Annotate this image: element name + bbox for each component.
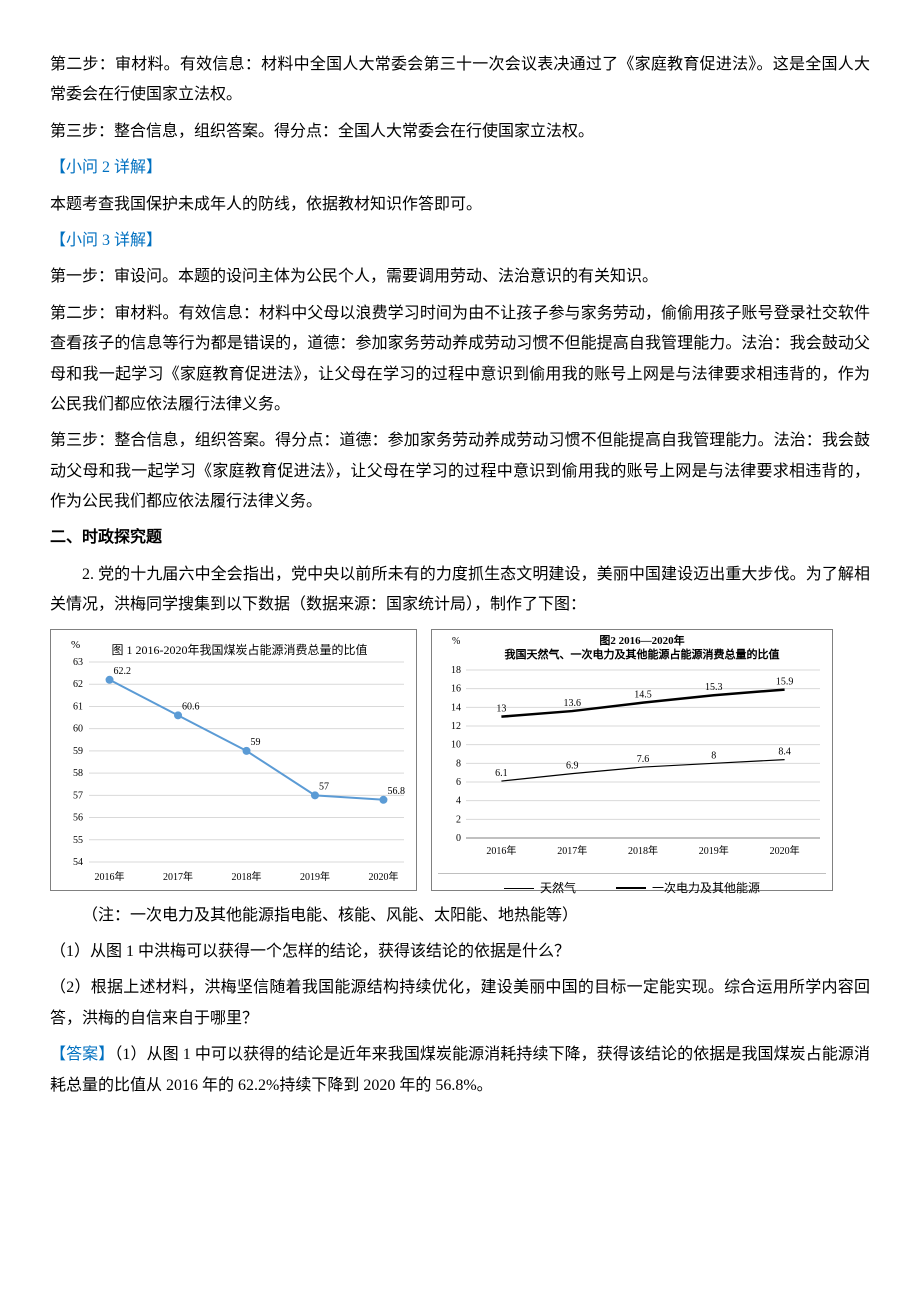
svg-text:60: 60 [73, 723, 83, 734]
charts-container: 54555657585960616263%图 1 2016-2020年我国煤炭占… [50, 629, 870, 891]
chart-1-coal: 54 55 56 57 58 59 60 61 62 63% 图 1 2016-2020年我国煤炭占… [50, 629, 417, 891]
svg-text:图2 2016—2020年: 图2 2016—2020年 [599, 633, 684, 647]
svg-text:56: 56 [73, 812, 83, 823]
svg-text:8: 8 [711, 750, 716, 761]
svg-text:16: 16 [451, 683, 461, 694]
svg-text:56.8: 56.8 [387, 785, 405, 796]
question-2-2: （2）根据上述材料，洪梅坚信随着我国能源结构持续优化，建设美丽中国的目标一定能实… [50, 973, 870, 1034]
svg-text:2019年: 2019年 [300, 870, 330, 883]
svg-text:62: 62 [73, 679, 83, 690]
svg-text:我国天然气、一次电力及其他能源占能源消费总量的比值: 我国天然气、一次电力及其他能源占能源消费总量的比值 [505, 647, 780, 661]
svg-text:%: % [71, 639, 80, 651]
section-2-title: 二、时政探究题 [50, 523, 870, 553]
svg-text:2: 2 [456, 814, 461, 825]
svg-text:18: 18 [451, 665, 461, 676]
paragraph-sub2-body: 本题考查我国保护未成年人的防线，依据教材知识作答即可。 [50, 190, 870, 220]
svg-text:57: 57 [319, 781, 329, 792]
svg-text:58: 58 [73, 768, 83, 779]
svg-text:8.4: 8.4 [778, 746, 791, 757]
svg-text:14: 14 [451, 702, 461, 713]
svg-text:2018年: 2018年 [628, 844, 658, 857]
chart-2-legend: 天然气 一次电力及其他能源 [438, 873, 826, 900]
question-2-1: （1）从图 1 中洪梅可以获得一个怎样的结论，获得该结论的依据是什么？ [50, 937, 870, 967]
svg-text:59: 59 [251, 737, 261, 748]
svg-text:%: % [452, 636, 460, 647]
paragraph-sub3-step2: 第二步：审材料。有效信息：材料中父母以浪费学习时间为由不让孩子参与家务劳动，偷偷… [50, 299, 870, 421]
svg-text:55: 55 [73, 834, 83, 845]
svg-text:2019年: 2019年 [699, 844, 729, 857]
legend-swatch-gas [504, 888, 534, 889]
legend-item-electric: 一次电力及其他能源 [616, 877, 760, 900]
document-page: 第二步：审材料。有效信息：材料中全国人大常委会第三十一次会议表决通过了《家庭教育… [0, 0, 920, 1147]
chart-note: （注：一次电力及其他能源指电能、核能、风能、太阳能、地热能等） [50, 901, 870, 931]
svg-text:2018年: 2018年 [232, 870, 262, 883]
chart-2-svg: 0 2 4 6 8 10 12 14 16 18% 图2 2016—2020年我国天然气、一次电力及… [432, 630, 832, 862]
svg-text:2020年: 2020年 [368, 870, 398, 883]
paragraph-step2-materials: 第二步：审材料。有效信息：材料中全国人大常委会第三十一次会议表决通过了《家庭教育… [50, 50, 870, 111]
chart-1-svg: 54 55 56 57 58 59 60 61 62 63% 图 1 2016-2020年我国煤炭占… [51, 630, 416, 890]
legend-label-gas: 天然气 [540, 877, 576, 900]
svg-text:2016年: 2016年 [95, 870, 125, 883]
answer-paragraph: 【答案】（1）从图 1 中可以获得的结论是近年来我国煤炭能源消耗持续下降，获得该… [50, 1040, 870, 1101]
svg-text:63: 63 [73, 657, 83, 668]
svg-text:图 1 2016-2020年我国煤炭占能源消费总量的比值: 图 1 2016-2020年我国煤炭占能源消费总量的比值 [112, 642, 368, 657]
svg-text:10: 10 [451, 739, 461, 750]
legend-item-gas: 天然气 [504, 877, 576, 900]
svg-text:2020年: 2020年 [770, 844, 800, 857]
svg-text:6.9: 6.9 [566, 760, 579, 771]
paragraph-sub3-step3: 第三步：整合信息，组织答案。得分点：道德：参加家务劳动养成劳动习惯不但能提高自我… [50, 426, 870, 517]
svg-text:59: 59 [73, 746, 83, 757]
svg-text:2016年: 2016年 [486, 844, 516, 857]
svg-text:2017年: 2017年 [557, 844, 587, 857]
svg-text:61: 61 [73, 701, 83, 712]
legend-swatch-electric [616, 887, 646, 889]
sub-question-2-title: 【小问 2 详解】 [50, 153, 870, 183]
chart-2-gas-electric: 0 2 4 6 8 10 12 14 16 18% 图2 2016—2020年我国天然气、一次电力及… [431, 629, 833, 891]
svg-text:15.3: 15.3 [705, 682, 723, 693]
svg-text:4: 4 [456, 795, 461, 806]
legend-label-electric: 一次电力及其他能源 [652, 877, 760, 900]
svg-text:7.6: 7.6 [637, 754, 650, 765]
svg-text:14.5: 14.5 [634, 689, 652, 700]
question-2-intro: 2. 党的十九届六中全会指出，党中央以前所未有的力度抓生态文明建设，美丽中国建设… [50, 560, 870, 621]
svg-text:60.6: 60.6 [182, 701, 200, 712]
svg-text:54: 54 [73, 857, 83, 868]
svg-text:15.9: 15.9 [776, 676, 794, 687]
svg-text:8: 8 [456, 758, 461, 769]
svg-text:13.6: 13.6 [563, 698, 581, 709]
sub-question-3-title: 【小问 3 详解】 [50, 226, 870, 256]
answer-label: 【答案】 [50, 1046, 114, 1063]
svg-text:62.2: 62.2 [114, 665, 132, 676]
svg-text:0: 0 [456, 833, 461, 844]
svg-text:6: 6 [456, 777, 461, 788]
answer-text: （1）从图 1 中可以获得的结论是近年来我国煤炭能源消耗持续下降，获得该结论的依… [50, 1046, 870, 1093]
paragraph-sub3-step1: 第一步：审设问。本题的设问主体为公民个人，需要调用劳动、法治意识的有关知识。 [50, 262, 870, 292]
svg-text:57: 57 [73, 790, 83, 801]
svg-text:12: 12 [451, 721, 461, 732]
svg-text:2017年: 2017年 [163, 870, 193, 883]
svg-text:6.1: 6.1 [495, 768, 508, 779]
svg-text:13: 13 [496, 703, 506, 714]
paragraph-step3-summary: 第三步：整合信息，组织答案。得分点：全国人大常委会在行使国家立法权。 [50, 117, 870, 147]
